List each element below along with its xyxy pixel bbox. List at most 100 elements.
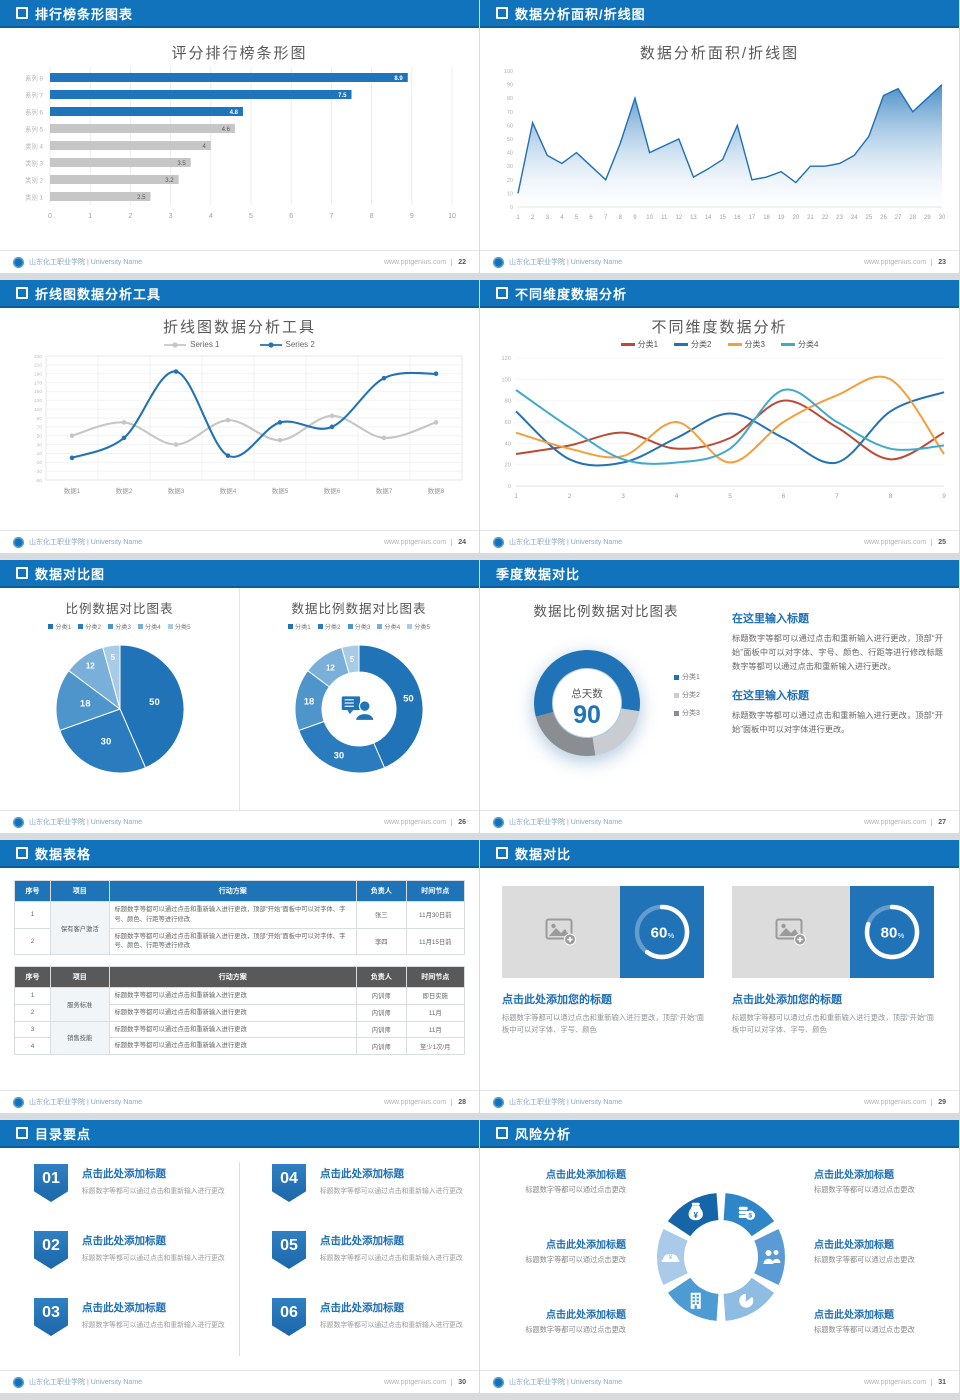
svg-text:29: 29 xyxy=(924,215,931,221)
agenda-item-text: 标题数字等都可以通过点击和重新输入进行更改 xyxy=(82,1188,225,1195)
square-bullet-icon xyxy=(16,1127,28,1139)
slide-footer: 山东化工职业学院 | University Name www.pptgenius… xyxy=(0,250,479,273)
people-icon xyxy=(763,1250,781,1264)
page-number: 26 xyxy=(451,818,466,826)
building-icon xyxy=(690,1292,701,1309)
svg-text:总天数: 总天数 xyxy=(571,687,603,700)
svg-text:系列 7: 系列 7 xyxy=(25,91,43,100)
svg-text:19: 19 xyxy=(778,215,785,221)
agenda-number-badge: 03 xyxy=(34,1298,68,1336)
agenda-item: 点击此处添加标题 标题数字等都可以通过点击和重新输入进行更改 xyxy=(82,1233,247,1262)
table-header-cell: 行动方案 xyxy=(108,880,357,902)
svg-text:30: 30 xyxy=(507,164,513,170)
svg-text:80: 80 xyxy=(507,96,513,102)
university-logo-icon xyxy=(493,536,504,548)
svg-text:70: 70 xyxy=(37,425,43,431)
chart-title: 折线图数据分析工具 xyxy=(162,319,316,336)
slide-body: 60% 点击此处添加您的标题 标题数字等都可以通过点击和重新输入进行更改，顶部“… xyxy=(480,868,959,1090)
slide-footer: 山东化工职业学院 | University Name www.pptgenius… xyxy=(0,530,479,553)
slide-header-title: 目录要点 xyxy=(35,1126,92,1142)
square-bullet-icon xyxy=(496,847,508,859)
university-logo-icon xyxy=(13,816,24,828)
svg-text:3.5: 3.5 xyxy=(177,161,186,167)
agenda-number-badge: 04 xyxy=(272,1164,306,1202)
slide-header: 数据分析面积/折线图 xyxy=(480,0,959,28)
table-row: 1 保有客户激活 标题数字等都可以通过点击和重新输入进行更改，顶部“开始”面板中可以… xyxy=(14,901,465,955)
legend-item: 分类3 xyxy=(727,339,765,350)
svg-text:80: 80 xyxy=(505,399,511,405)
chart-legend: 分类1 分类2 分类3 分类4 分类5 xyxy=(0,622,239,631)
risk-item-text: 标题数字等都可以通过点击更改 xyxy=(814,1255,915,1264)
svg-text:系列 8: 系列 8 xyxy=(25,74,43,83)
university-logo-icon xyxy=(493,1376,504,1388)
legend-item: 分类3 xyxy=(674,708,700,718)
person-chat-icon xyxy=(341,696,375,722)
table-header-cell: 行动方案 xyxy=(108,966,357,988)
organization-name: 山东化工职业学院 | University Name xyxy=(29,539,143,546)
slide-body: 01 点击此处添加标题 标题数字等都可以通过点击和重新输入进行更改 02 点击此处添加标… xyxy=(0,1148,479,1370)
website-url: www.pptgenius.com xyxy=(383,1378,447,1386)
svg-text:$: $ xyxy=(748,1213,752,1220)
risk-item: 点击此处添加标题 标题数字等都可以通过点击更改 xyxy=(484,1236,626,1266)
slide-footer: 山东化工职业学院 | University Name www.pptgenius… xyxy=(480,1370,959,1393)
svg-text:110: 110 xyxy=(34,407,42,413)
agenda-item-text: 标题数字等都可以通过点击和重新输入进行更改 xyxy=(320,1188,463,1195)
text-block-body: 标题数字等都可以通过点击和重新输入进行更改，顶部“开始”面板中可以对字体进行更改… xyxy=(732,711,943,735)
svg-text:2: 2 xyxy=(128,213,132,220)
legend-item: 分类5 xyxy=(407,622,430,631)
chart-canvas: 0 1 2 3 4 5 6 7 8 9 10 系列 8 8.9 系列 7 7.5 系列 6 4.8 系列 5 4.6… xyxy=(25,67,456,220)
table-header-cell: 项目 xyxy=(50,966,110,988)
legend-item: 分类1 xyxy=(674,672,700,682)
risk-item-text: 标题数字等都可以通过点击更改 xyxy=(525,1325,626,1334)
svg-text:11: 11 xyxy=(661,215,668,221)
legend-item: 分类3 xyxy=(347,622,370,631)
chart-legend: Series 1 Series 2 xyxy=(0,337,479,352)
organization-name: 山东化工职业学院 | University Name xyxy=(29,259,143,266)
svg-text:数据6: 数据6 xyxy=(324,486,341,495)
slide-footer: 山东化工职业学院 | University Name www.pptgenius… xyxy=(480,530,959,553)
svg-text:数据3: 数据3 xyxy=(168,486,185,495)
svg-text:-30: -30 xyxy=(35,469,42,475)
university-logo-icon xyxy=(493,1096,504,1108)
slide-header-title: 不同维度数据分析 xyxy=(515,286,628,302)
square-bullet-icon xyxy=(16,7,28,19)
svg-text:%: % xyxy=(898,931,905,940)
website-url: www.pptgenius.com xyxy=(383,818,447,826)
svg-text:20: 20 xyxy=(507,178,513,184)
svg-text:21: 21 xyxy=(807,215,814,221)
svg-text:26: 26 xyxy=(880,215,887,221)
slide-header-title: 风险分析 xyxy=(515,1126,572,1142)
coins-icon: $ xyxy=(738,1206,756,1221)
website-url: www.pptgenius.com xyxy=(863,1098,927,1106)
slide-header-title: 数据对比 xyxy=(515,846,572,862)
svg-text:230: 230 xyxy=(34,354,42,360)
svg-text:13: 13 xyxy=(690,215,697,221)
svg-text:-10: -10 xyxy=(35,460,42,466)
risk-item-title: 点击此处添加标题 xyxy=(546,1170,626,1181)
svg-text:16: 16 xyxy=(734,215,741,221)
legend-item: 分类2 xyxy=(674,690,700,700)
svg-text:0: 0 xyxy=(48,213,52,220)
svg-text:100: 100 xyxy=(501,377,511,383)
legend-item: 分类2 xyxy=(317,622,341,631)
svg-text:6: 6 xyxy=(782,493,786,500)
slide-footer: 山东化工职业学院 | University Name www.pptgenius… xyxy=(0,810,479,833)
agenda-item: 点击此处添加标题 标题数字等都可以通过点击和重新输入进行更改 xyxy=(82,1300,247,1329)
svg-text:190: 190 xyxy=(34,372,42,378)
slide-header: 数据表格 xyxy=(0,840,479,868)
slide-header-title: 数据对比图 xyxy=(35,566,106,582)
line-chart: Series 1 Series 2 -50 -30 -10 10 30 50 70 90 110 13… xyxy=(0,337,479,515)
svg-text:15: 15 xyxy=(719,215,726,221)
organization-name: 山东化工职业学院 | University Name xyxy=(509,1379,623,1386)
slide-header-title: 折线图数据分析工具 xyxy=(35,286,162,302)
add-image-icon xyxy=(545,918,576,946)
agenda-item-title: 点击此处添加标题 xyxy=(320,1168,404,1180)
slide-header: 季度数据对比 xyxy=(480,560,959,588)
risk-item-text: 标题数字等都可以通过点击更改 xyxy=(814,1185,915,1194)
organization-name: 山东化工职业学院 | University Name xyxy=(29,819,143,826)
image-placeholder xyxy=(732,886,850,978)
organization-name: 山东化工职业学院 | University Name xyxy=(29,1099,143,1106)
chart-title: 数据分析面积/折线图 xyxy=(639,45,800,62)
website-url: www.pptgenius.com xyxy=(383,258,447,266)
